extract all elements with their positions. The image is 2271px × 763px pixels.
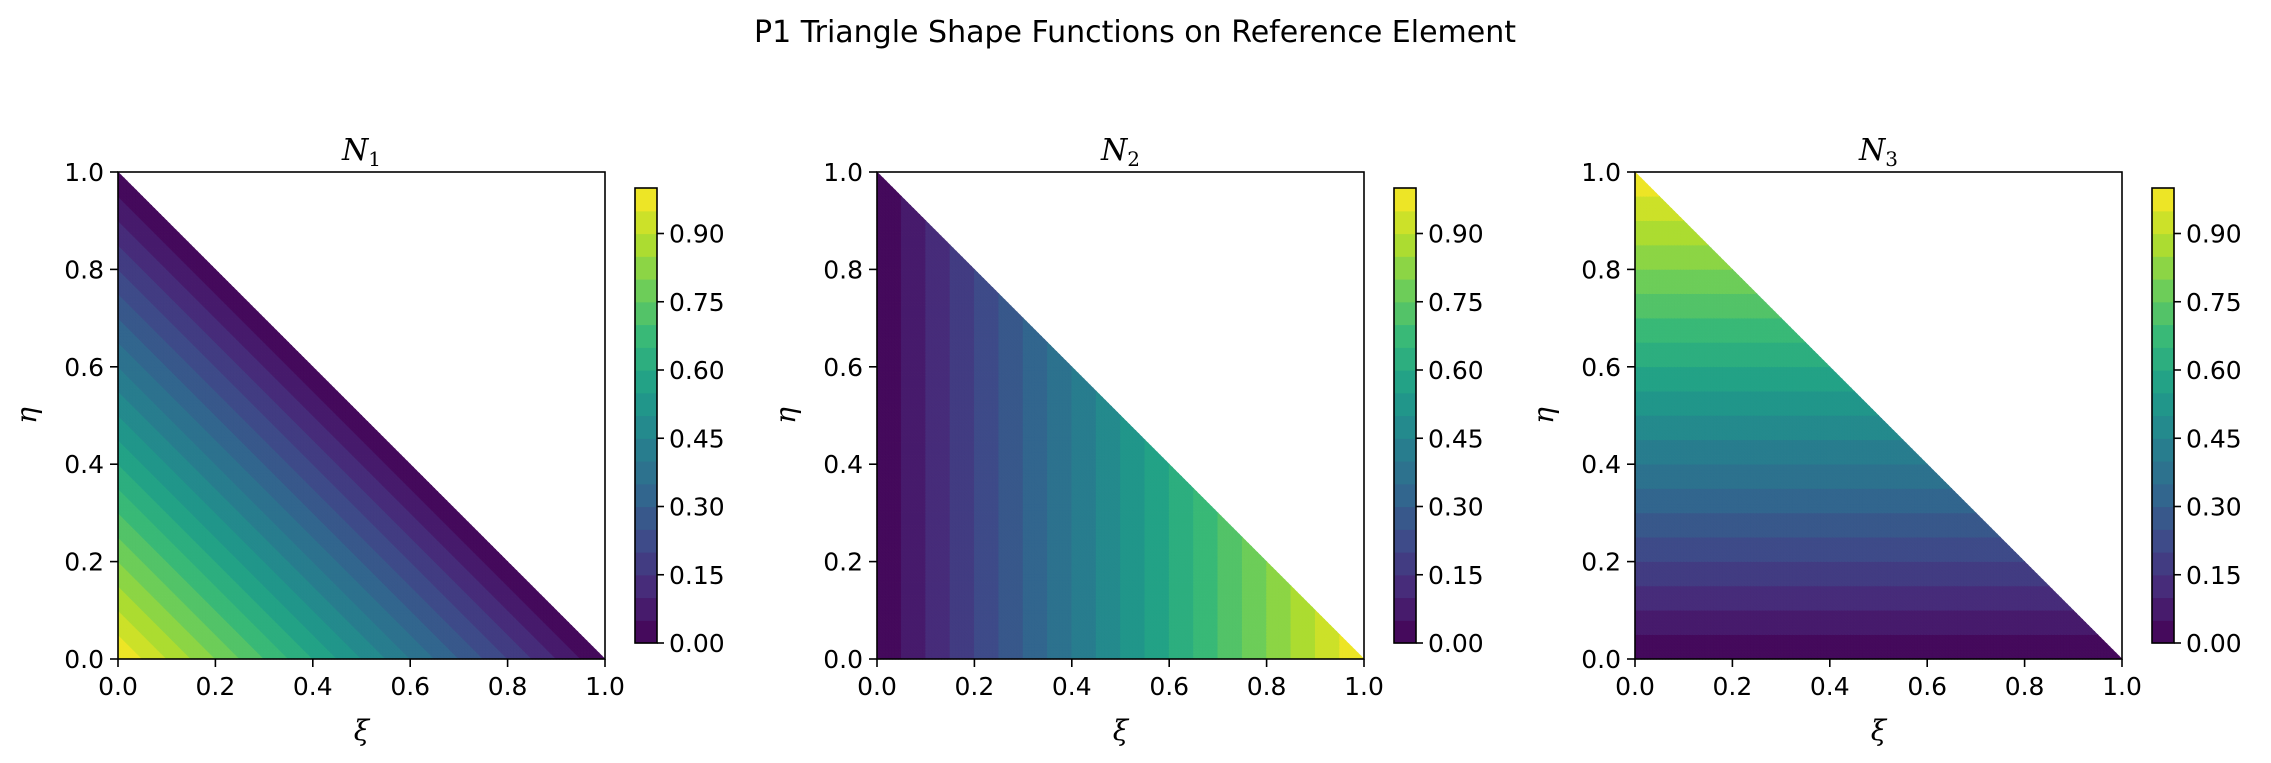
contour-cell <box>121 175 124 178</box>
figure-title: P1 Triangle Shape Functions on Reference… <box>754 15 1516 50</box>
contour-cell <box>124 178 127 181</box>
contour-fill-1 <box>118 172 605 659</box>
panel-1: N10.0 0.2 0.4 0.6 0.8 1.00.00.20.40.60.81.0ξη… <box>10 133 725 747</box>
